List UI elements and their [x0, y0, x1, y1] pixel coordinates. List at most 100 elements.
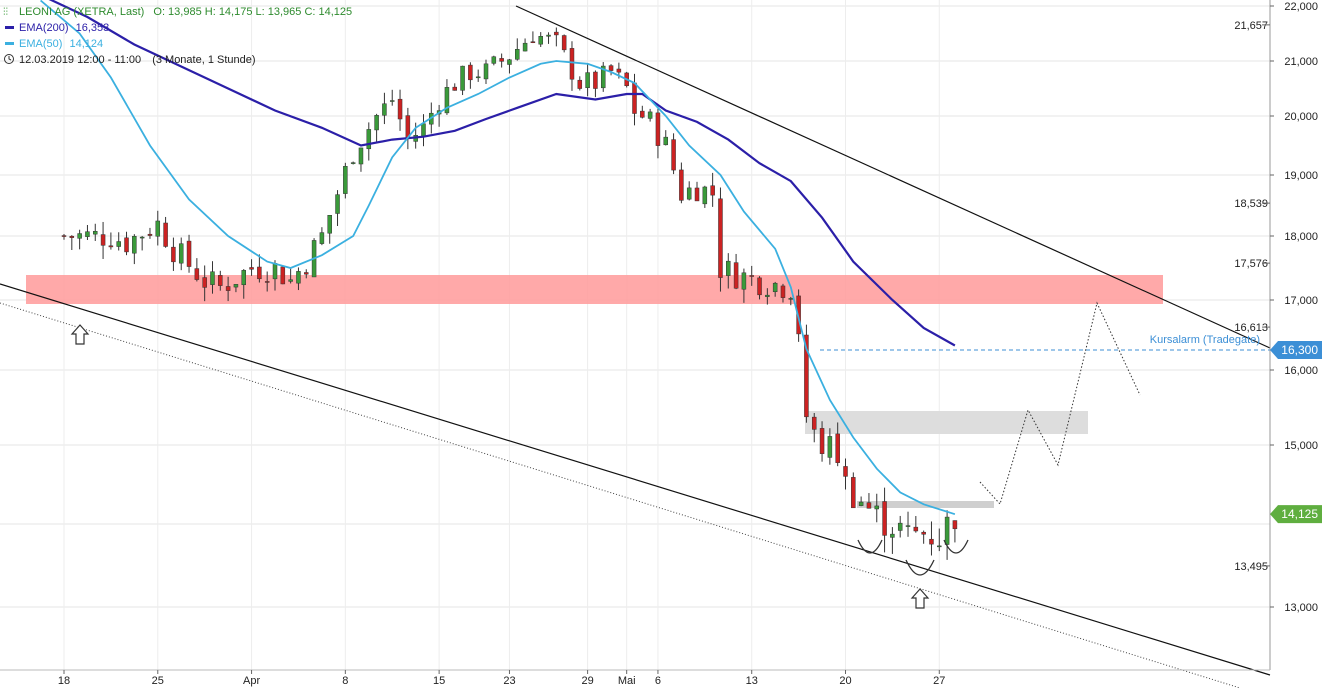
candle-body	[593, 71, 598, 89]
candle-body	[335, 194, 340, 214]
last-price-text: 14,125	[1281, 507, 1318, 521]
alarm-price-badge	[1270, 341, 1322, 359]
candle-body	[515, 49, 520, 60]
candle-body	[522, 42, 528, 52]
candle-body	[460, 65, 465, 91]
last-price-badge	[1270, 505, 1322, 524]
candle-body	[944, 516, 950, 545]
x-tick-label: 8	[342, 675, 348, 687]
candle-body	[382, 103, 387, 116]
candle-body	[616, 68, 622, 73]
x-tick-label: 27	[933, 675, 945, 687]
ema200-legend: EMA(200) 16,353	[19, 22, 109, 34]
candle-body	[671, 139, 676, 171]
candle-body	[257, 266, 262, 280]
ema200-swatch	[5, 26, 14, 29]
candle-body	[780, 285, 786, 298]
candle-body	[116, 241, 121, 247]
upper-trendline	[515, 5, 1271, 349]
candle-body	[507, 59, 512, 65]
clock-icon	[4, 54, 14, 64]
candle-body	[827, 436, 833, 458]
y-tick-label: 13,000	[1284, 602, 1318, 614]
x-tick-label: Mai	[618, 675, 636, 687]
y-tick-label: 20,000	[1284, 111, 1318, 123]
candle-body	[632, 82, 637, 114]
up-arrow-icon	[910, 588, 930, 609]
candle-body	[530, 41, 536, 43]
candle-body	[108, 245, 114, 248]
candle-body	[358, 147, 364, 165]
instrument-name: LEONI AG (XETRA, Last)	[19, 6, 144, 18]
candle-body	[905, 525, 911, 527]
candle-body	[585, 72, 590, 89]
x-tick-label: 29	[581, 675, 593, 687]
candle-body	[343, 166, 348, 194]
candle-body	[499, 58, 504, 62]
instrument-title: LEONI AG (XETRA, Last) O: 13,985 H: 14,1…	[19, 6, 352, 18]
candle-body	[851, 477, 856, 509]
candle-body	[218, 275, 223, 286]
zones	[26, 275, 1163, 508]
candle-body	[397, 98, 403, 120]
candle-body	[163, 222, 168, 247]
candle-body	[304, 272, 309, 275]
candle-body	[171, 246, 176, 263]
candle-body	[686, 187, 692, 200]
candle-body	[647, 111, 653, 119]
candle-body	[77, 233, 82, 239]
candle-body	[225, 286, 231, 291]
x-tick-label: 20	[839, 675, 851, 687]
candle-body	[546, 34, 551, 37]
candle-body	[194, 268, 200, 280]
candle-body	[147, 233, 153, 236]
candle-body	[749, 275, 754, 277]
candle-body	[491, 56, 497, 64]
ema50-legend: EMA(50) 14,124	[19, 38, 103, 50]
shoulder-arc	[857, 539, 883, 554]
candle-body	[835, 433, 840, 463]
ema50-line	[40, 0, 956, 516]
candle-body	[280, 266, 286, 285]
price-marker-label: 18,539	[1234, 198, 1268, 210]
candle-body	[897, 522, 903, 531]
target-zone	[805, 411, 1088, 434]
candle-body	[327, 215, 332, 234]
ema200-line	[48, 0, 956, 347]
candle-body	[350, 162, 356, 164]
candle-body	[468, 64, 473, 81]
candle-body	[241, 270, 246, 286]
candle-body	[155, 220, 161, 237]
candle-body	[702, 186, 708, 205]
candle-body	[804, 334, 809, 418]
y-tick-label: 16,000	[1284, 365, 1318, 377]
y-tick-label: 18,000	[1284, 231, 1318, 243]
lower-trendline	[0, 283, 1271, 676]
y-tick-label: 21,000	[1284, 56, 1318, 68]
candle-body	[640, 110, 645, 118]
projection-path	[979, 301, 1141, 505]
candle-body	[61, 235, 67, 237]
candle-body	[866, 502, 872, 509]
trend-lines	[0, 5, 1271, 688]
head-arc	[905, 559, 935, 576]
candle-body	[819, 428, 825, 454]
candle-body	[452, 86, 457, 91]
candle-body	[389, 100, 395, 102]
annotations: Kursalarm (Tradegate)	[70, 324, 1260, 609]
candle-body	[554, 31, 559, 36]
candle-body	[475, 76, 481, 79]
instrument-mini-icon: ⫶⫶	[3, 7, 8, 18]
candle-body	[710, 185, 715, 196]
x-tick-label: 15	[433, 675, 445, 687]
x-tick-label: 6	[655, 675, 661, 687]
ohlc-values: O: 13,985 H: 14,175 L: 13,965 C: 14,125	[153, 6, 352, 18]
up-arrow-icon	[70, 324, 90, 345]
candle-body	[374, 115, 379, 131]
timestamp-legend: 12.03.2019 12:00 - 11:00 (3 Monate, 1 St…	[19, 54, 256, 66]
y-tick-label: 22,000	[1284, 1, 1318, 13]
candle-body	[421, 123, 426, 137]
candle-body	[679, 169, 684, 201]
